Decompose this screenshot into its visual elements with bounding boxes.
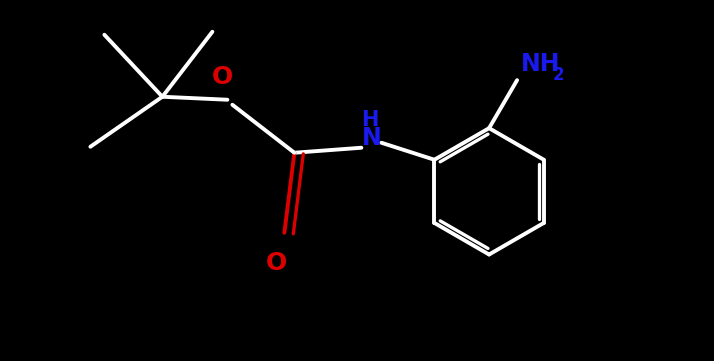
Text: NH: NH [521,52,560,76]
Text: H: H [361,110,378,130]
Text: N: N [361,126,381,150]
Text: O: O [266,251,287,275]
Text: O: O [212,65,233,89]
Text: 2: 2 [553,66,565,84]
